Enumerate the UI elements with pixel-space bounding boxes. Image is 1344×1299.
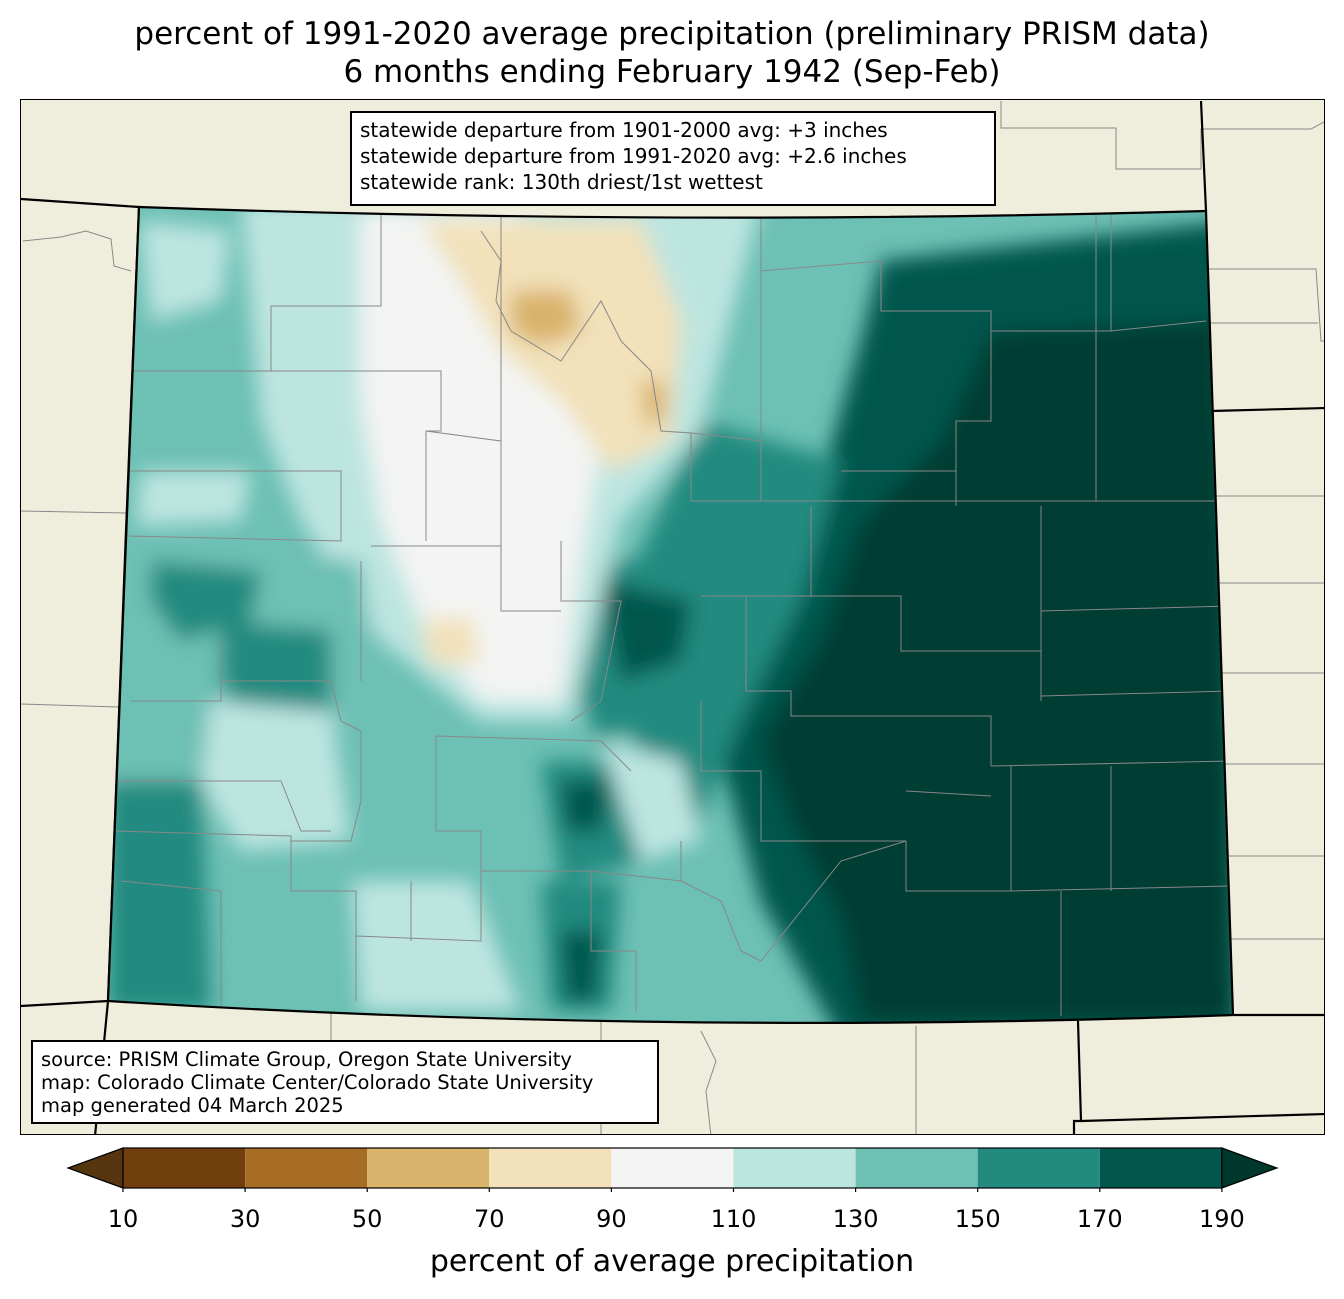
colorbar-segment xyxy=(489,1148,612,1188)
stats-rank: statewide rank: 130th driest/1st wettest xyxy=(360,170,763,194)
colorbar-segment xyxy=(611,1148,734,1188)
colorbar-tick-label: 170 xyxy=(1076,1205,1123,1233)
colorbar-tick-label: 150 xyxy=(954,1205,1001,1233)
map-title-line2: 6 months ending February 1942 (Sep-Feb) xyxy=(343,54,1001,90)
precipitation-map xyxy=(20,99,1325,1135)
colorbar-segment xyxy=(245,1148,368,1188)
colorbar-label: percent of average precipitation xyxy=(429,1244,915,1279)
map-title-line1: percent of 1991-2020 average precipitati… xyxy=(134,16,1210,52)
colorado-border xyxy=(106,205,1235,1024)
statewide-stats-box: statewide departure from 1901-2000 avg: … xyxy=(350,111,996,206)
map-credit-line: map: Colorado Climate Center/Colorado St… xyxy=(41,1071,594,1094)
colorbar-segment xyxy=(1099,1148,1222,1188)
county-lines xyxy=(112,209,1233,1016)
map-canvas xyxy=(21,100,1324,1134)
stats-departure-1901-2000: statewide departure from 1901-2000 avg: … xyxy=(360,118,888,142)
colorbar-segment xyxy=(733,1148,856,1188)
colorbar-segment xyxy=(367,1148,490,1188)
stats-departure-1991-2020: statewide departure from 1991-2020 avg: … xyxy=(360,144,907,168)
colorbar-tick-label: 50 xyxy=(351,1205,383,1233)
colorbar-segment xyxy=(977,1148,1100,1188)
colorbar-tick-label: 30 xyxy=(229,1205,261,1233)
colorbar-over-arrow xyxy=(1221,1147,1279,1189)
precip-field xyxy=(108,207,1233,1023)
source-box: source: PRISM Climate Group, Oregon Stat… xyxy=(31,1040,659,1124)
colorbar-tick-label: 110 xyxy=(710,1205,757,1233)
colorbar-segment xyxy=(855,1148,978,1188)
colorbar-under-arrow xyxy=(66,1147,124,1189)
colorbar-tick-label: 90 xyxy=(596,1205,627,1233)
colorbar-outline xyxy=(122,1147,1223,1189)
colorbar-tick-label: 190 xyxy=(1198,1205,1245,1233)
generated-date-line: map generated 04 March 2025 xyxy=(41,1094,344,1117)
colorbar xyxy=(66,1147,1279,1192)
source-line: source: PRISM Climate Group, Oregon Stat… xyxy=(41,1048,572,1071)
colorbar-segment xyxy=(123,1148,246,1188)
colorbar-tick-label: 70 xyxy=(474,1205,505,1233)
neighbor-boundaries xyxy=(21,101,1324,1134)
colorbar-tick-label: 130 xyxy=(832,1205,879,1233)
colorbar-tick-label: 10 xyxy=(107,1205,139,1233)
